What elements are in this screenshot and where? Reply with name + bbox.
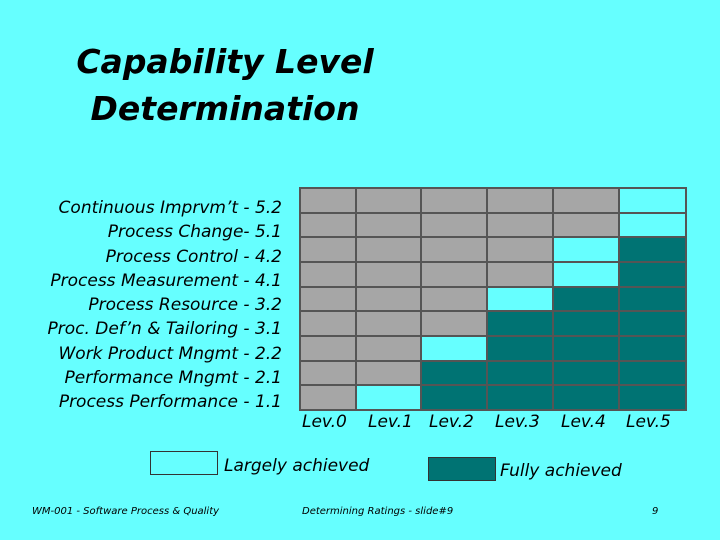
legend-swatch-fully (428, 457, 496, 481)
process-label: Process Measurement - 4.1 (50, 270, 282, 291)
level-label: Lev.4 (561, 412, 606, 432)
level-label: Lev.0 (302, 412, 347, 432)
cell-not-achieved (300, 360, 356, 386)
cell-not-achieved (300, 286, 356, 312)
cell-not-achieved (300, 212, 356, 238)
cell-fully-achieved (487, 311, 553, 336)
process-label: Proc. Def’n & Tailoring - 3.1 (47, 319, 282, 340)
process-label: Process Resource - 3.2 (88, 295, 282, 316)
cell-fully-achieved (553, 286, 619, 312)
cell-not-achieved (421, 237, 487, 262)
slide-title: Capability Level Determination (60, 38, 390, 132)
level-label: Lev.1 (368, 412, 413, 432)
page-number: 9 (652, 506, 659, 517)
footer-slide: Determining Ratings - slide#9 (302, 506, 454, 517)
cell-not-achieved (300, 261, 356, 287)
cell-fully-achieved (619, 360, 686, 386)
cell-largely-achieved (553, 261, 619, 287)
cell-fully-achieved (553, 311, 619, 336)
cell-not-achieved (356, 212, 421, 238)
cell-fully-achieved (553, 335, 619, 361)
cell-largely-achieved (487, 286, 553, 312)
cell-fully-achieved (619, 335, 686, 361)
capability-matrix (299, 187, 687, 411)
cell-not-achieved (356, 360, 421, 386)
title-line-2: Determination (90, 89, 360, 128)
cell-fully-achieved (421, 360, 487, 386)
cell-fully-achieved (487, 385, 553, 410)
cell-not-achieved (300, 385, 356, 410)
process-label: Work Product Mngmt - 2.2 (58, 343, 282, 364)
cell-not-achieved (553, 188, 619, 213)
cell-not-achieved (487, 261, 553, 287)
title-line-1: Capability Level (76, 42, 374, 81)
cell-largely-achieved (421, 335, 487, 361)
cell-not-achieved (421, 311, 487, 336)
cell-not-achieved (300, 335, 356, 361)
cell-not-achieved (487, 237, 553, 262)
cell-fully-achieved (553, 385, 619, 410)
cell-largely-achieved (619, 188, 686, 213)
process-labels: Continuous Imprvm’t - 5.2 Process Change… (48, 196, 282, 415)
cell-fully-achieved (619, 286, 686, 312)
cell-fully-achieved (421, 385, 487, 410)
process-label: Process Control - 4.2 (105, 246, 282, 267)
level-label: Lev.2 (429, 412, 474, 432)
cell-not-achieved (487, 212, 553, 238)
cell-not-achieved (356, 286, 421, 312)
cell-not-achieved (421, 286, 487, 312)
level-label: Lev.5 (626, 412, 671, 432)
cell-largely-achieved (619, 212, 686, 238)
cell-not-achieved (356, 261, 421, 287)
cell-not-achieved (487, 188, 553, 213)
process-label: Process Change- 5.1 (107, 222, 282, 243)
cell-fully-achieved (619, 261, 686, 287)
cell-not-achieved (300, 188, 356, 213)
legend-label-largely: Largely achieved (224, 456, 370, 476)
cell-not-achieved (356, 335, 421, 361)
cell-not-achieved (421, 212, 487, 238)
level-label: Lev.3 (495, 412, 540, 432)
process-label: Performance Mngmt - 2.1 (64, 368, 282, 389)
process-label: Process Performance - 1.1 (58, 392, 282, 413)
cell-not-achieved (356, 311, 421, 336)
cell-fully-achieved (553, 360, 619, 386)
cell-fully-achieved (487, 335, 553, 361)
cell-fully-achieved (619, 237, 686, 262)
cell-fully-achieved (619, 311, 686, 336)
process-label: Continuous Imprvm’t - 5.2 (58, 198, 282, 218)
cell-largely-achieved (356, 385, 421, 410)
cell-not-achieved (553, 212, 619, 238)
cell-not-achieved (300, 237, 356, 262)
cell-not-achieved (356, 237, 421, 262)
cell-fully-achieved (487, 360, 553, 386)
cell-fully-achieved (619, 385, 686, 410)
legend-label-fully: Fully achieved (500, 461, 622, 481)
cell-largely-achieved (553, 237, 619, 262)
legend-swatch-largely (150, 451, 218, 475)
footer-course: WM-001 - Software Process & Quality (32, 506, 220, 517)
cell-not-achieved (421, 188, 487, 213)
cell-not-achieved (300, 311, 356, 336)
cell-not-achieved (421, 261, 487, 287)
cell-not-achieved (356, 188, 421, 213)
